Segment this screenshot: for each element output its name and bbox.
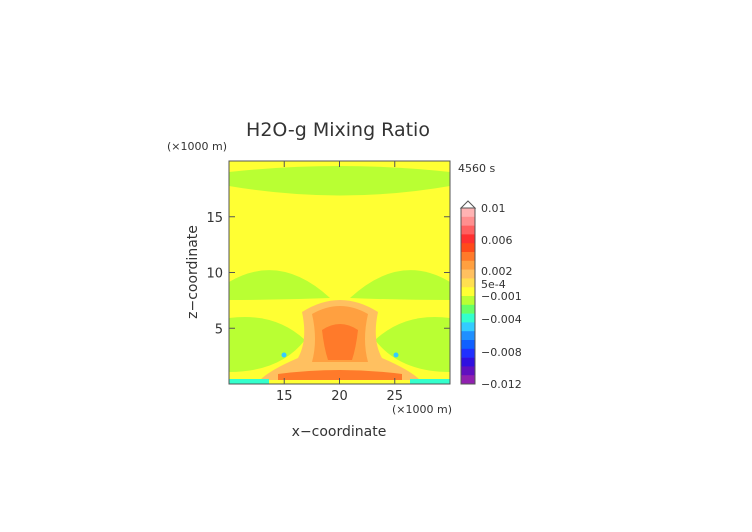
time-label: 4560 s — [458, 162, 495, 175]
colorbar-swatch — [461, 216, 475, 226]
surface-layer-region — [278, 370, 402, 380]
x-axis: 15 20 25 — [276, 161, 403, 404]
plume-core-region — [322, 324, 358, 360]
colorbar-overflow-arrow — [459, 200, 477, 209]
colorbar-label: −0.004 — [481, 313, 522, 326]
colorbar-swatch — [461, 331, 475, 341]
x-tick-label: 15 — [276, 389, 293, 404]
colorbar-swatch — [461, 278, 475, 288]
colorbar-swatch — [461, 234, 475, 244]
chart-title: H2O-g Mixing Ratio — [246, 119, 430, 141]
colorbar-label: 5e-4 — [481, 278, 506, 291]
colorbar-frame — [460, 207, 476, 385]
left-wing-region — [229, 270, 330, 300]
x-tick-label: 25 — [386, 389, 403, 404]
y-tick-label: 15 — [206, 211, 223, 226]
y-unit-label: (×1000 m) — [167, 140, 227, 153]
left-surface-strip — [229, 379, 269, 384]
upper-band-region — [229, 166, 450, 196]
x-axis-label: x−coordinate — [292, 424, 387, 440]
colorbar-swatch — [461, 375, 475, 385]
colorbar-swatch — [461, 357, 475, 367]
y-axis: 5 10 15 — [206, 211, 450, 337]
colorbar-swatch — [461, 296, 475, 306]
colorbar-label: −0.012 — [481, 378, 522, 391]
x-unit-label: (×1000 m) — [392, 403, 452, 416]
colorbar-swatch — [461, 208, 475, 218]
colorbar-label: −0.001 — [481, 290, 522, 303]
colorbar-swatch — [461, 313, 475, 323]
plot-area — [228, 160, 451, 385]
y-tick-label: 5 — [215, 322, 223, 337]
colorbar-label: 0.002 — [481, 265, 513, 278]
colorbar-swatch — [461, 287, 475, 297]
y-axis-label: z−coordinate — [185, 225, 201, 319]
left-spot-marker — [281, 352, 287, 358]
right-lower-region — [375, 316, 450, 372]
colorbar-swatch — [461, 243, 475, 253]
colorbar-label: 0.006 — [481, 234, 513, 247]
colorbar-swatch — [461, 260, 475, 270]
colorbar-swatch — [461, 225, 475, 235]
colorbar-swatch — [461, 340, 475, 350]
x-tick-label: 20 — [331, 389, 348, 404]
left-lower-region — [229, 316, 305, 372]
colorbar-swatch — [461, 348, 475, 358]
colorbar-swatch — [461, 304, 475, 314]
right-surface-strip — [410, 379, 450, 384]
colorbar-swatch — [461, 252, 475, 262]
y-tick-label: 10 — [206, 267, 223, 282]
right-spot-marker — [393, 352, 399, 358]
colorbar-swatch — [461, 269, 475, 279]
colorbar-label: 0.01 — [481, 202, 506, 215]
colorbar-swatch — [461, 322, 475, 332]
colorbar-label: −0.008 — [481, 346, 522, 359]
colorbar-swatch — [461, 366, 475, 376]
right-wing-region — [350, 270, 450, 300]
